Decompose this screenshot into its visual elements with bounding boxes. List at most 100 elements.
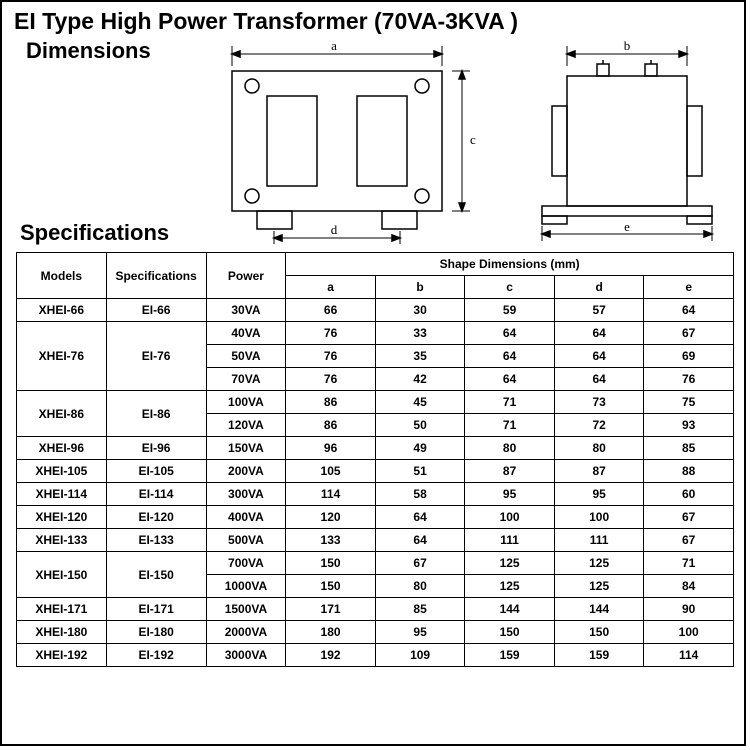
cell-a: 76 [286,345,376,368]
cell-b: 49 [375,437,465,460]
cell-a: 96 [286,437,376,460]
cell-model: XHEI-114 [17,483,107,506]
cell-power: 2000VA [206,621,286,644]
cell-c: 64 [465,345,555,368]
cell-model: XHEI-105 [17,460,107,483]
cell-e: 75 [644,391,734,414]
cell-d: 150 [554,621,644,644]
cell-power: 30VA [206,299,286,322]
th-shape-dimensions: Shape Dimensions (mm) [286,253,734,276]
cell-model: XHEI-66 [17,299,107,322]
cell-b: 35 [375,345,465,368]
cell-e: 76 [644,368,734,391]
table-row: XHEI-114EI-114300VA11458959560 [17,483,734,506]
table-row: XHEI-66EI-6630VA6630595764 [17,299,734,322]
cell-c: 100 [465,506,555,529]
th-models: Models [17,253,107,299]
th-dim-d: d [554,276,644,299]
table-row: XHEI-133EI-133500VA1336411111167 [17,529,734,552]
cell-c: 71 [465,391,555,414]
table-row: XHEI-192EI-1923000VA192109159159114 [17,644,734,667]
cell-a: 66 [286,299,376,322]
cell-d: 72 [554,414,644,437]
cell-d: 87 [554,460,644,483]
cell-a: 76 [286,368,376,391]
th-dim-c: c [465,276,555,299]
table-head: Models Specifications Power Shape Dimens… [17,253,734,299]
cell-c: 159 [465,644,555,667]
cell-power: 70VA [206,368,286,391]
dim-label-d: d [331,222,338,237]
cell-power: 1500VA [206,598,286,621]
th-dim-a: a [286,276,376,299]
cell-a: 171 [286,598,376,621]
page-frame: EI Type High Power Transformer (70VA-3KV… [0,0,746,746]
cell-power: 500VA [206,529,286,552]
cell-power: 300VA [206,483,286,506]
cell-d: 125 [554,575,644,598]
th-dim-e: e [644,276,734,299]
table-row: XHEI-180EI-1802000VA18095150150100 [17,621,734,644]
cell-spec: EI-76 [106,322,206,391]
cell-c: 59 [465,299,555,322]
cell-e: 88 [644,460,734,483]
cell-spec: EI-66 [106,299,206,322]
cell-b: 50 [375,414,465,437]
cell-c: 95 [465,483,555,506]
cell-a: 180 [286,621,376,644]
table-row: XHEI-96EI-96150VA9649808085 [17,437,734,460]
diagram-area: a c [212,36,732,246]
cell-a: 192 [286,644,376,667]
cell-e: 64 [644,299,734,322]
cell-spec: EI-192 [106,644,206,667]
cell-a: 86 [286,391,376,414]
cell-d: 64 [554,322,644,345]
specifications-table: Models Specifications Power Shape Dimens… [16,252,734,667]
cell-power: 200VA [206,460,286,483]
cell-power: 50VA [206,345,286,368]
cell-c: 111 [465,529,555,552]
cell-e: 67 [644,529,734,552]
cell-power: 40VA [206,322,286,345]
cell-spec: EI-133 [106,529,206,552]
cell-d: 159 [554,644,644,667]
dim-label-e: e [624,219,630,234]
cell-power: 400VA [206,506,286,529]
cell-b: 95 [375,621,465,644]
table-row: XHEI-171EI-1711500VA1718514414490 [17,598,734,621]
cell-b: 85 [375,598,465,621]
cell-e: 71 [644,552,734,575]
cell-power: 1000VA [206,575,286,598]
cell-spec: EI-180 [106,621,206,644]
cell-a: 86 [286,414,376,437]
cell-a: 133 [286,529,376,552]
cell-c: 64 [465,368,555,391]
cell-e: 60 [644,483,734,506]
cell-a: 105 [286,460,376,483]
cell-e: 67 [644,322,734,345]
cell-c: 125 [465,575,555,598]
table-row: XHEI-105EI-105200VA10551878788 [17,460,734,483]
dim-label-b: b [624,38,631,53]
cell-a: 150 [286,575,376,598]
cell-b: 33 [375,322,465,345]
cell-model: XHEI-86 [17,391,107,437]
cell-b: 64 [375,529,465,552]
dim-label-a: a [331,38,337,53]
cell-d: 111 [554,529,644,552]
cell-b: 80 [375,575,465,598]
cell-d: 64 [554,345,644,368]
cell-power: 3000VA [206,644,286,667]
cell-spec: EI-96 [106,437,206,460]
table-row: XHEI-76EI-7640VA7633646467 [17,322,734,345]
cell-power: 100VA [206,391,286,414]
cell-spec: EI-86 [106,391,206,437]
cell-model: XHEI-120 [17,506,107,529]
cell-c: 125 [465,552,555,575]
cell-e: 90 [644,598,734,621]
cell-spec: EI-120 [106,506,206,529]
cell-model: XHEI-180 [17,621,107,644]
cell-model: XHEI-192 [17,644,107,667]
cell-model: XHEI-76 [17,322,107,391]
cell-spec: EI-114 [106,483,206,506]
